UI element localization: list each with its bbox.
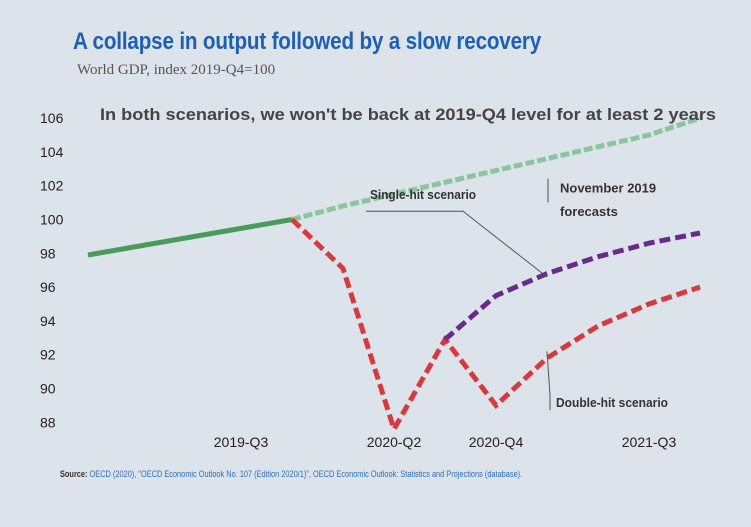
forecast-label: forecasts (560, 204, 618, 219)
double-hit-label: Double-hit scenario (556, 395, 668, 410)
series-line-forecast (291, 115, 701, 222)
y-tick-label: 88 (40, 414, 56, 430)
y-tick-label: 94 (40, 313, 56, 329)
y-tick-label: 106 (40, 110, 64, 126)
double-hit-leader-line (546, 351, 551, 411)
source-label: Source: (60, 469, 88, 479)
series-line-single-hit (443, 230, 701, 342)
source-citation: OECD (2020), "OECD Economic Outlook No. … (89, 469, 523, 479)
x-tick-label: 2020-Q4 (469, 434, 524, 450)
chart-title: A collapse in output followed by a slow … (73, 28, 542, 55)
y-tick-label: 98 (40, 245, 56, 261)
y-tick-label: 102 (40, 178, 64, 194)
y-tick-label: 92 (40, 347, 56, 363)
y-tick-label: 96 (40, 279, 56, 295)
source-note: Source: OECD (2020), "OECD Economic Outl… (60, 469, 522, 479)
x-tick-label: 2020-Q2 (367, 434, 422, 450)
series-line-history (87, 217, 293, 258)
single-hit-leader-line (366, 210, 548, 278)
x-tick-label: 2019-Q3 (214, 434, 269, 450)
y-tick-label: 100 (40, 212, 64, 228)
forecast-label: November 2019 (560, 180, 656, 195)
x-tick-label: 2021-Q3 (622, 434, 677, 450)
series-line-double-hit (290, 217, 701, 436)
chart-subtitle: World GDP, index 2019-Q4=100 (77, 62, 276, 78)
y-tick-label: 90 (40, 381, 56, 397)
headline-annotation: In both scenarios, we won't be back at 2… (100, 105, 716, 124)
y-tick-label: 104 (40, 144, 64, 160)
single-hit-label: Single-hit scenario (370, 187, 476, 202)
